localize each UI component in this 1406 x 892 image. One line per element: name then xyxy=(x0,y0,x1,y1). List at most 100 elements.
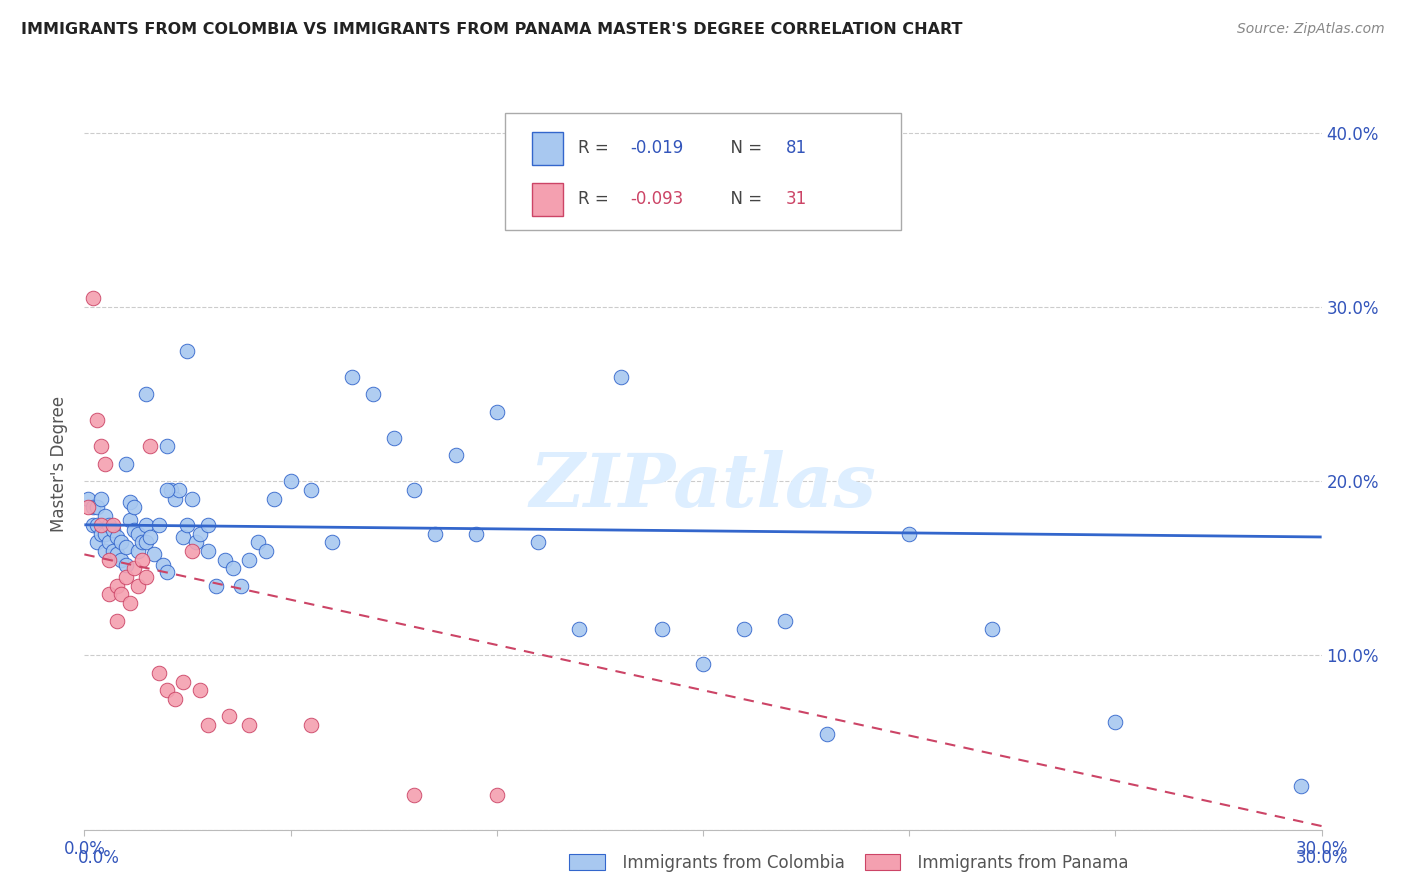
Point xyxy=(82,292,104,306)
Point xyxy=(98,517,121,532)
Point xyxy=(176,343,198,358)
Point xyxy=(692,657,714,672)
Point xyxy=(361,387,384,401)
Point xyxy=(299,718,322,732)
Point xyxy=(172,530,194,544)
Point xyxy=(110,535,132,549)
Point xyxy=(127,526,149,541)
Point xyxy=(122,561,145,575)
Point xyxy=(90,491,112,506)
Point xyxy=(110,552,132,566)
Text: -0.093: -0.093 xyxy=(630,190,683,209)
Point xyxy=(135,517,157,532)
Point xyxy=(82,500,104,515)
Point xyxy=(160,483,183,497)
Point xyxy=(86,500,108,515)
Point xyxy=(114,457,136,471)
Text: 30.0%: 30.0% xyxy=(1295,848,1348,866)
Point xyxy=(156,483,179,497)
Point xyxy=(299,483,322,497)
Point xyxy=(135,535,157,549)
Point xyxy=(127,544,149,558)
Point xyxy=(156,683,179,698)
Text: R =: R = xyxy=(578,190,614,209)
Point xyxy=(423,526,446,541)
Text: -0.019: -0.019 xyxy=(630,139,683,157)
Point xyxy=(94,544,117,558)
Point xyxy=(815,727,838,741)
Point xyxy=(1289,779,1312,793)
Point xyxy=(114,570,136,584)
Point xyxy=(139,530,162,544)
Text: Source: ZipAtlas.com: Source: ZipAtlas.com xyxy=(1237,22,1385,37)
Point xyxy=(197,517,219,532)
Bar xyxy=(533,183,564,216)
Point xyxy=(86,517,108,532)
Text: ZIPatlas: ZIPatlas xyxy=(530,450,876,522)
Text: 81: 81 xyxy=(786,139,807,157)
Point xyxy=(105,548,128,562)
Point xyxy=(898,526,921,541)
Point xyxy=(167,483,190,497)
Point xyxy=(103,544,125,558)
Point xyxy=(77,500,100,515)
Y-axis label: Master's Degree: Master's Degree xyxy=(51,396,69,532)
Point xyxy=(651,622,673,636)
Point xyxy=(152,558,174,572)
Point xyxy=(105,579,128,593)
Point xyxy=(188,526,211,541)
Text: R =: R = xyxy=(578,139,614,157)
Point xyxy=(172,674,194,689)
Point xyxy=(122,500,145,515)
Point xyxy=(131,535,153,549)
Point xyxy=(214,552,236,566)
Point xyxy=(527,535,550,549)
Point xyxy=(118,512,141,526)
Point xyxy=(404,788,426,802)
Point xyxy=(205,579,228,593)
Point xyxy=(94,526,117,541)
Point xyxy=(218,709,240,723)
Point xyxy=(127,579,149,593)
Point xyxy=(382,431,405,445)
Point xyxy=(103,523,125,537)
Point xyxy=(733,622,755,636)
Point xyxy=(775,614,797,628)
Bar xyxy=(533,132,564,165)
Point xyxy=(180,544,202,558)
Point xyxy=(90,517,112,532)
Point xyxy=(90,526,112,541)
Text: N =: N = xyxy=(720,190,768,209)
Point xyxy=(321,535,343,549)
Point xyxy=(114,541,136,555)
Point xyxy=(197,544,219,558)
Point xyxy=(139,439,162,453)
Point xyxy=(156,439,179,453)
Point xyxy=(280,475,302,489)
Point xyxy=(444,448,467,462)
Point xyxy=(86,413,108,427)
Point xyxy=(980,622,1002,636)
Point xyxy=(135,387,157,401)
Point xyxy=(485,404,508,418)
FancyBboxPatch shape xyxy=(505,112,901,230)
Point xyxy=(238,552,260,566)
Point xyxy=(188,683,211,698)
Point xyxy=(342,369,364,384)
Point xyxy=(86,535,108,549)
Point xyxy=(404,483,426,497)
Point xyxy=(184,535,207,549)
Point xyxy=(114,558,136,572)
Point xyxy=(118,495,141,509)
Point xyxy=(131,552,153,566)
Point xyxy=(94,457,117,471)
Point xyxy=(103,517,125,532)
Point xyxy=(238,718,260,732)
Text: IMMIGRANTS FROM COLOMBIA VS IMMIGRANTS FROM PANAMA MASTER'S DEGREE CORRELATION C: IMMIGRANTS FROM COLOMBIA VS IMMIGRANTS F… xyxy=(21,22,963,37)
Point xyxy=(98,587,121,601)
Text: 31: 31 xyxy=(786,190,807,209)
Point xyxy=(135,570,157,584)
Point xyxy=(118,596,141,610)
Point xyxy=(105,530,128,544)
Point xyxy=(222,561,245,575)
